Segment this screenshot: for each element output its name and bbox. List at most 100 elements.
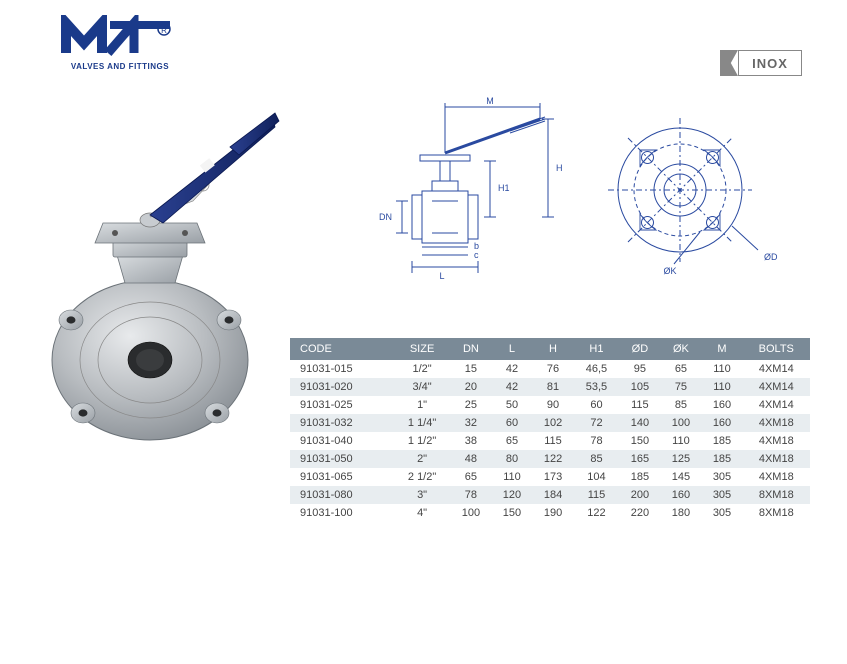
cell: 4" xyxy=(394,504,451,522)
svg-text:H1: H1 xyxy=(498,183,510,193)
col--d: ØD xyxy=(619,338,660,360)
col-code: CODE xyxy=(290,338,394,360)
cell: 65 xyxy=(491,432,532,450)
cell: 72 xyxy=(574,414,620,432)
cell: 65 xyxy=(450,468,491,486)
cell: 140 xyxy=(619,414,660,432)
cell: 91031-050 xyxy=(290,450,394,468)
col-dn: DN xyxy=(450,338,491,360)
cell: 90 xyxy=(533,396,574,414)
cell: 4XM14 xyxy=(743,396,810,414)
cell: 1" xyxy=(394,396,451,414)
cell: 4XM18 xyxy=(743,432,810,450)
cell: 150 xyxy=(491,504,532,522)
cell: 100 xyxy=(450,504,491,522)
col-l: L xyxy=(491,338,532,360)
table-row: 91031-0321 1/4"3260102721401001604XM18 xyxy=(290,414,810,432)
col--k: ØK xyxy=(660,338,701,360)
cell: 60 xyxy=(491,414,532,432)
table-row: 91031-0203/4"20428153,5105751104XM14 xyxy=(290,378,810,396)
cell: 80 xyxy=(491,450,532,468)
cell: 91031-015 xyxy=(290,360,394,378)
cell: 150 xyxy=(619,432,660,450)
cell: 220 xyxy=(619,504,660,522)
cell: 75 xyxy=(660,378,701,396)
logo-tagline: VALVES AND FITTINGS xyxy=(60,62,180,71)
svg-text:ØK: ØK xyxy=(663,266,676,276)
logo-mark: R xyxy=(60,15,180,60)
cell: 81 xyxy=(533,378,574,396)
table-row: 91031-0502"4880122851651251854XM18 xyxy=(290,450,810,468)
cell: 8XM18 xyxy=(743,486,810,504)
badge-chevron-icon xyxy=(720,50,738,76)
cell: 115 xyxy=(574,486,620,504)
cell: 4XM18 xyxy=(743,468,810,486)
col-size: SIZE xyxy=(394,338,451,360)
cell: 102 xyxy=(533,414,574,432)
cell: 184 xyxy=(533,486,574,504)
cell: 91031-025 xyxy=(290,396,394,414)
table-row: 91031-0151/2"15427646,595651104XM14 xyxy=(290,360,810,378)
col-h: H xyxy=(533,338,574,360)
cell: 305 xyxy=(701,486,742,504)
cell: 95 xyxy=(619,360,660,378)
cell: 85 xyxy=(574,450,620,468)
table-row: 91031-1004"1001501901222201803058XM18 xyxy=(290,504,810,522)
col-h1: H1 xyxy=(574,338,620,360)
product-photo xyxy=(25,105,295,445)
technical-drawings: b c L DN H1 H xyxy=(350,95,820,285)
table-row: 91031-0401 1/2"3865115781501101854XM18 xyxy=(290,432,810,450)
cell: 110 xyxy=(660,432,701,450)
svg-text:DN: DN xyxy=(379,212,392,222)
svg-text:R: R xyxy=(161,26,167,35)
spec-table: CODESIZEDNLHH1ØDØKMBOLTS 91031-0151/2"15… xyxy=(290,338,810,522)
cell: 4XM18 xyxy=(743,414,810,432)
cell: 115 xyxy=(533,432,574,450)
cell: 91031-100 xyxy=(290,504,394,522)
cell: 305 xyxy=(701,468,742,486)
cell: 3" xyxy=(394,486,451,504)
badge-label: INOX xyxy=(738,50,802,76)
cell: 91031-040 xyxy=(290,432,394,450)
cell: 78 xyxy=(450,486,491,504)
cell: 200 xyxy=(619,486,660,504)
cell: 42 xyxy=(491,378,532,396)
table-row: 91031-0251"25509060115851604XM14 xyxy=(290,396,810,414)
cell: 110 xyxy=(491,468,532,486)
svg-text:c: c xyxy=(474,250,479,260)
cell: 185 xyxy=(619,468,660,486)
cell: 160 xyxy=(660,486,701,504)
cell: 91031-032 xyxy=(290,414,394,432)
cell: 190 xyxy=(533,504,574,522)
cell: 160 xyxy=(701,396,742,414)
brand-logo: R VALVES AND FITTINGS xyxy=(60,15,180,71)
cell: 46,5 xyxy=(574,360,620,378)
cell: 53,5 xyxy=(574,378,620,396)
cell: 180 xyxy=(660,504,701,522)
cell: 76 xyxy=(533,360,574,378)
cell: 160 xyxy=(701,414,742,432)
svg-text:L: L xyxy=(439,271,444,281)
col-m: M xyxy=(701,338,742,360)
cell: 115 xyxy=(619,396,660,414)
table-row: 91031-0803"781201841152001603058XM18 xyxy=(290,486,810,504)
cell: 1 1/4" xyxy=(394,414,451,432)
cell: 125 xyxy=(660,450,701,468)
cell: 20 xyxy=(450,378,491,396)
table-body: 91031-0151/2"15427646,595651104XM1491031… xyxy=(290,360,810,522)
cell: 145 xyxy=(660,468,701,486)
cell: 4XM14 xyxy=(743,360,810,378)
cell: 120 xyxy=(491,486,532,504)
svg-text:H: H xyxy=(556,163,563,173)
cell: 60 xyxy=(574,396,620,414)
cell: 173 xyxy=(533,468,574,486)
cell: 38 xyxy=(450,432,491,450)
cell: 50 xyxy=(491,396,532,414)
cell: 1/2" xyxy=(394,360,451,378)
svg-text:ØD: ØD xyxy=(764,252,778,262)
cell: 85 xyxy=(660,396,701,414)
cell: 110 xyxy=(701,378,742,396)
cell: 165 xyxy=(619,450,660,468)
cell: 185 xyxy=(701,432,742,450)
cell: 15 xyxy=(450,360,491,378)
